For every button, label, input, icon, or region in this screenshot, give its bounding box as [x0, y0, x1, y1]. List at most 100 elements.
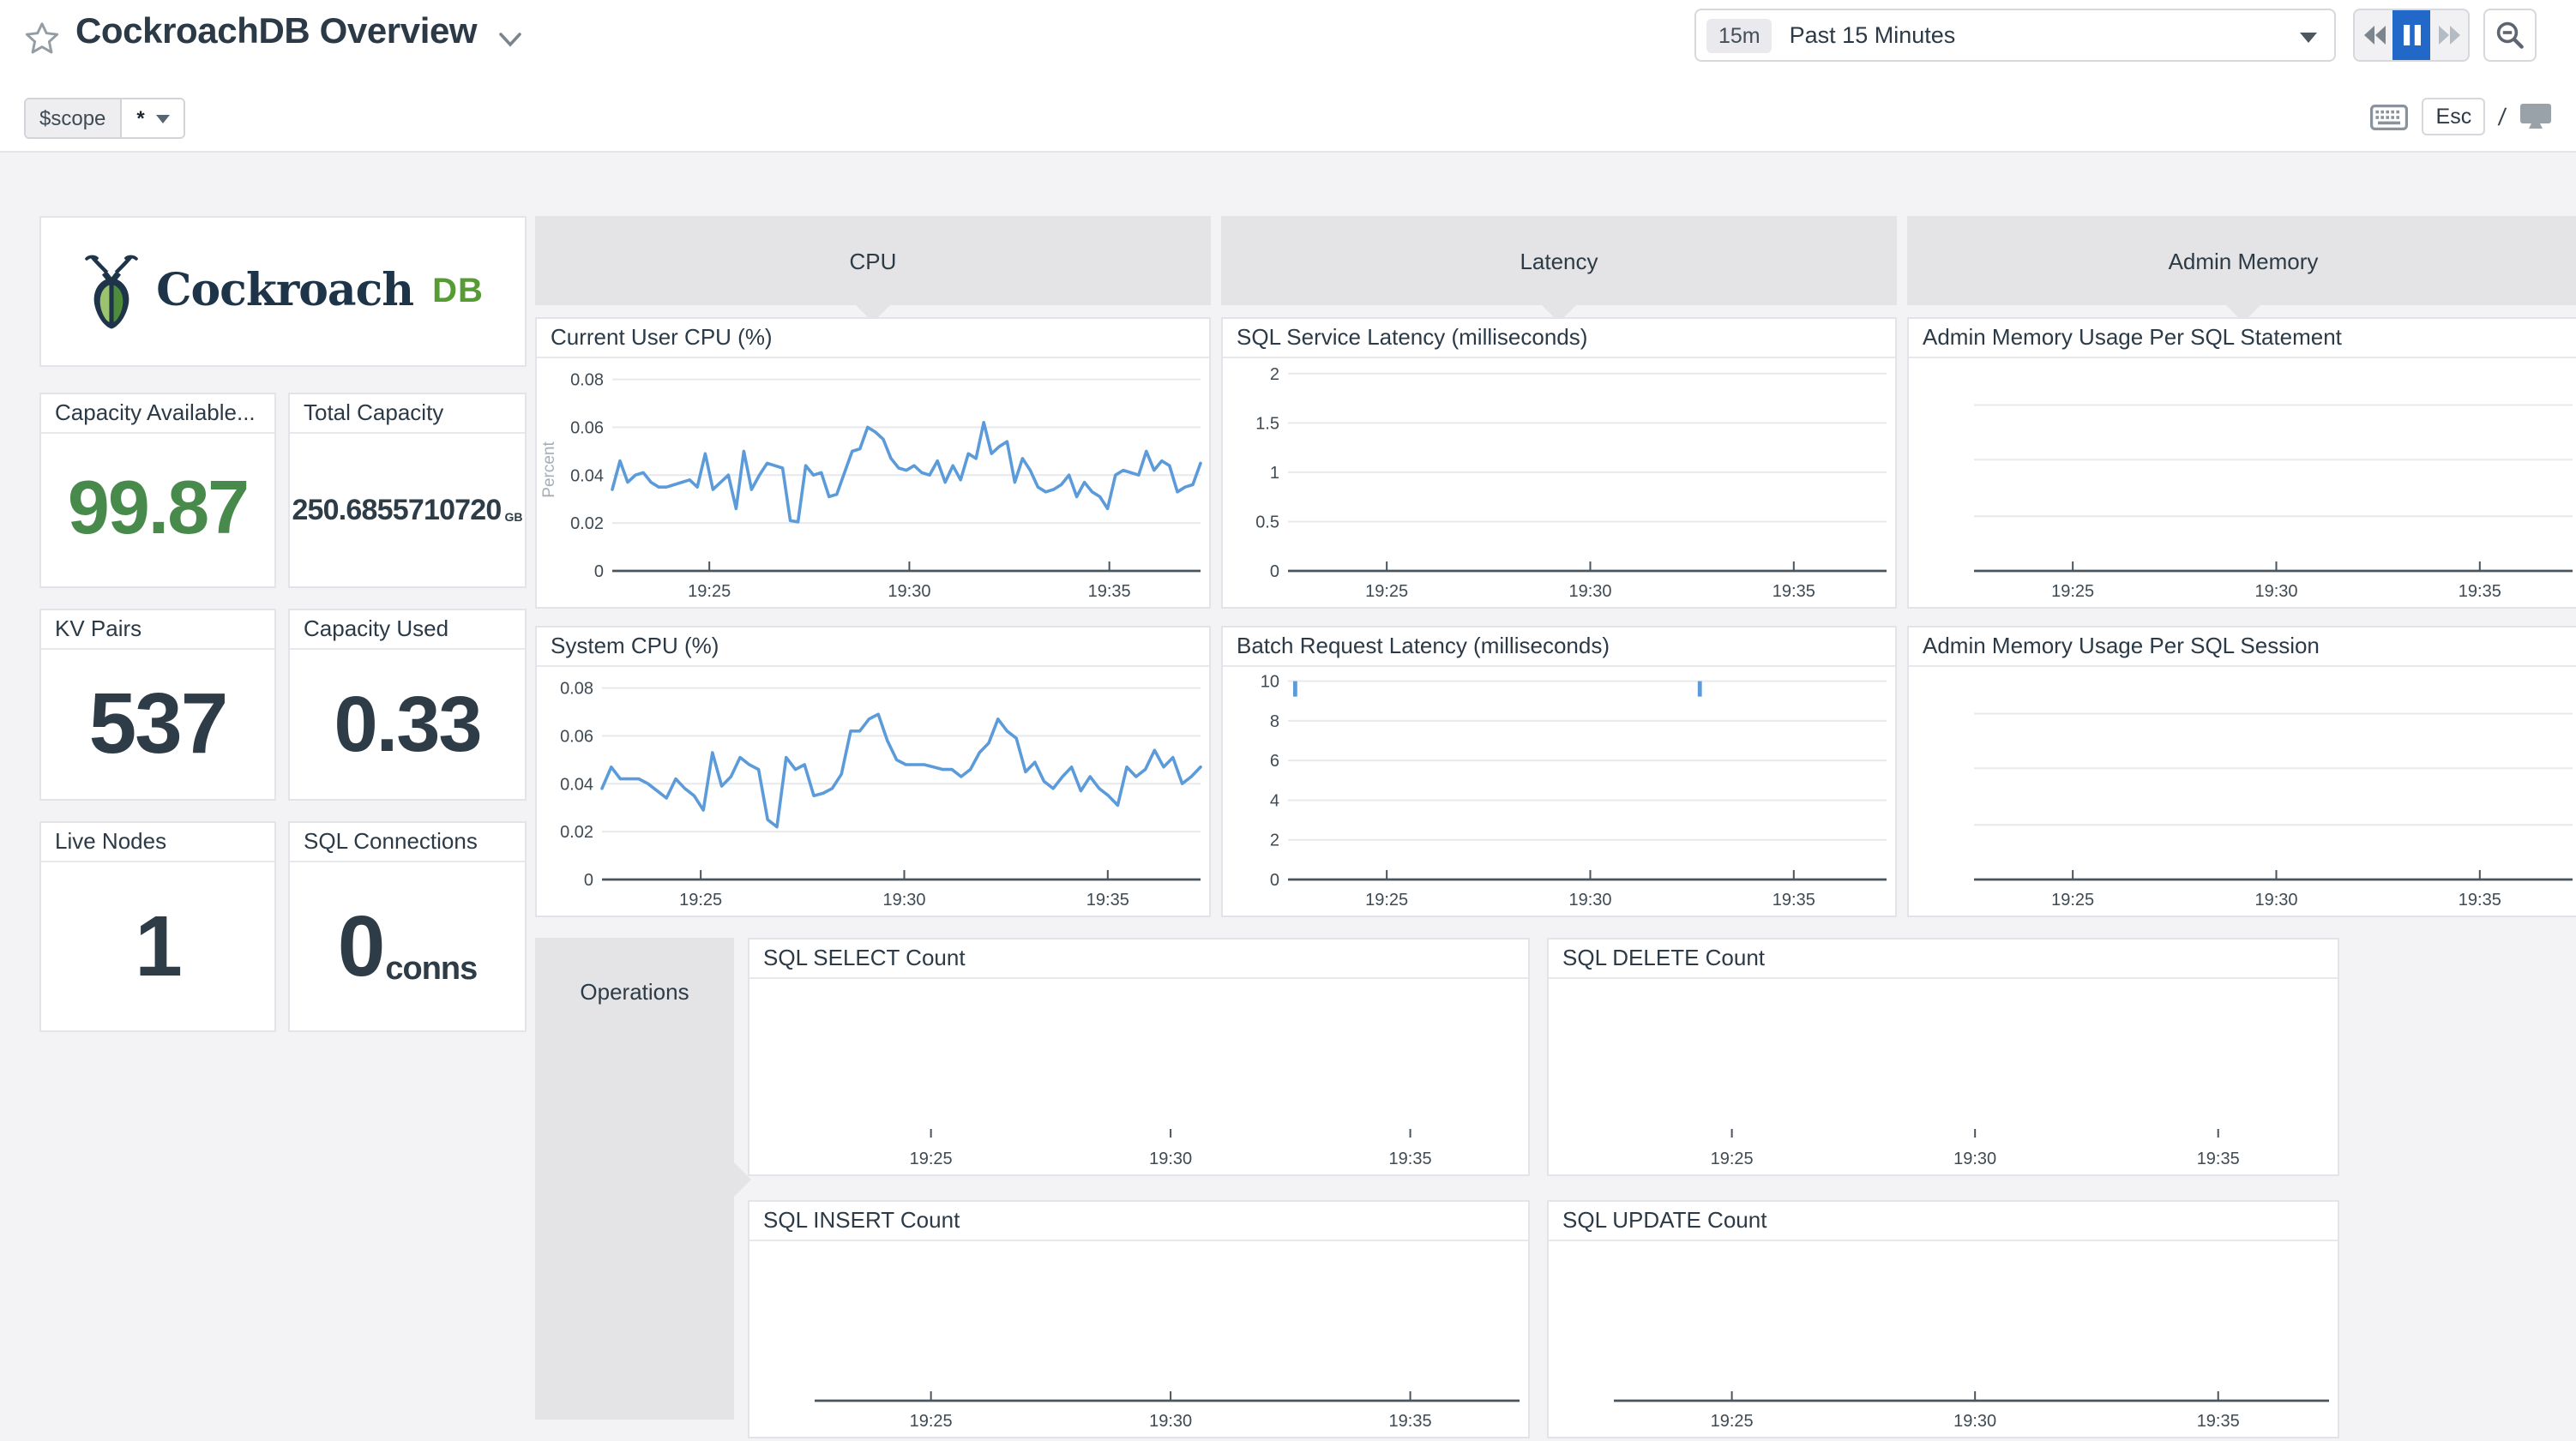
chart-plot-current-user-cpu[interactable]: 0 0.02 0.04 0.06 0.08 19:25 19:30 19:35 Percent [537, 357, 1209, 607]
stat-card-kv-pairs: KV Pairs 537 [39, 609, 276, 801]
chart-title: Admin Memory Usage Per SQL Session [1909, 627, 2576, 667]
svg-text:19:30: 19:30 [1953, 1412, 1996, 1431]
stat-value: 0 [337, 898, 386, 994]
group-banner-admin-memory[interactable]: Admin Memory [1907, 216, 2576, 322]
pause-button[interactable] [2392, 10, 2430, 60]
scope-value-select[interactable]: * [121, 99, 184, 137]
svg-text:0: 0 [584, 871, 593, 890]
time-range-picker[interactable]: 15m Past 15 Minutes [1694, 9, 2336, 62]
chart-card-sql-delete-count: SQL DELETE Count 19:25 19:30 19:35 [1547, 938, 2339, 1176]
svg-text:6: 6 [1270, 752, 1279, 771]
tv-mode-icon[interactable] [2519, 103, 2552, 130]
svg-text:10: 10 [1261, 673, 1279, 692]
chart-plot-admin-memory-session[interactable]: 19:25 19:30 19:35 [1909, 665, 2576, 916]
stat-label: Total Capacity [290, 394, 525, 434]
shortcut-row: Esc / [2370, 98, 2552, 135]
svg-text:19:35: 19:35 [2459, 582, 2501, 601]
esc-key-button[interactable]: Esc [2422, 98, 2486, 135]
svg-text:19:25: 19:25 [910, 1412, 953, 1431]
stat-value: 250.6855710720 [292, 493, 502, 525]
svg-text:19:35: 19:35 [2197, 1412, 2240, 1431]
title-chevron-down-icon[interactable] [497, 31, 523, 48]
dashboard-canvas: Cockroach DB Capacity Available... 99.87… [0, 151, 2576, 1441]
scope-name: $scope [26, 99, 122, 137]
stat-label: Capacity Available... [41, 394, 274, 434]
chart-card-admin-memory-statement: Admin Memory Usage Per SQL Statement 19:… [1907, 317, 2576, 609]
svg-text:Percent: Percent [540, 441, 558, 498]
svg-text:19:30: 19:30 [1149, 1150, 1192, 1168]
stat-card-total-capacity: Total Capacity 250.6855710720 GB [288, 393, 527, 588]
svg-text:19:35: 19:35 [1773, 891, 1815, 910]
svg-text:19:25: 19:25 [679, 891, 722, 910]
forward-button[interactable] [2430, 10, 2468, 60]
svg-text:19:35: 19:35 [1088, 582, 1131, 601]
svg-text:19:25: 19:25 [910, 1150, 953, 1168]
playback-controls [2353, 9, 2470, 62]
svg-text:19:30: 19:30 [2254, 891, 2297, 910]
chart-plot-system-cpu[interactable]: 0 0.02 0.04 0.06 0.08 19:25 19:30 19:35 [537, 665, 1209, 916]
chart-plot-sql-service-latency[interactable]: 0 0.5 1 1.5 2 19:25 19:30 19:35 [1223, 357, 1895, 607]
svg-text:19:30: 19:30 [888, 582, 930, 601]
group-panel-label: Operations [580, 979, 689, 1005]
group-banner-label: Admin Memory [2168, 248, 2319, 273]
slash-separator: / [2496, 103, 2508, 130]
chart-card-batch-request-latency: Batch Request Latency (milliseconds) 0 2 4… [1221, 626, 1897, 917]
stat-value: 0.33 [334, 679, 482, 768]
chart-title: SQL INSERT Count [749, 1202, 1528, 1241]
svg-text:0.08: 0.08 [570, 371, 604, 390]
fast-forward-icon [2438, 26, 2459, 45]
chart-plot-sql-update-count[interactable]: 19:25 19:30 19:35 [1549, 1240, 2338, 1437]
chart-title: SQL UPDATE Count [1549, 1202, 2338, 1241]
svg-text:2: 2 [1270, 365, 1279, 384]
svg-text:0.5: 0.5 [1255, 513, 1279, 531]
chart-plot-sql-select-count[interactable]: 19:25 19:30 19:35 [749, 977, 1528, 1174]
group-banner-latency[interactable]: Latency [1221, 216, 1897, 322]
svg-text:19:25: 19:25 [2051, 891, 2094, 910]
stat-unit: conns [385, 951, 478, 987]
rewind-icon [2363, 26, 2385, 45]
favorite-star-icon[interactable] [24, 21, 60, 57]
chart-title: SQL SELECT Count [749, 940, 1528, 979]
svg-text:19:30: 19:30 [882, 891, 925, 910]
svg-text:0.06: 0.06 [560, 727, 593, 746]
keyboard-icon[interactable] [2370, 104, 2409, 129]
group-banner-label: CPU [849, 248, 897, 273]
stat-label: SQL Connections [290, 823, 525, 862]
stat-label: KV Pairs [41, 610, 274, 650]
svg-text:19:25: 19:25 [2051, 582, 2094, 601]
svg-text:0.04: 0.04 [560, 775, 593, 794]
svg-text:4: 4 [1270, 791, 1279, 810]
svg-text:0.02: 0.02 [570, 514, 604, 533]
zoom-out-button[interactable] [2483, 9, 2537, 62]
chart-title: Batch Request Latency (milliseconds) [1223, 627, 1895, 667]
logo-word: Cockroach [156, 266, 414, 317]
chart-title: System CPU (%) [537, 627, 1209, 667]
rewind-button[interactable] [2355, 10, 2392, 60]
svg-text:19:30: 19:30 [1149, 1412, 1192, 1431]
chart-card-sql-select-count: SQL SELECT Count 19:25 19:30 19:35 [748, 938, 1530, 1176]
stat-value: 99.87 [67, 466, 250, 550]
stat-value: 1 [135, 898, 183, 994]
chart-title: SQL Service Latency (milliseconds) [1223, 319, 1895, 358]
svg-text:0: 0 [594, 562, 604, 581]
chart-plot-batch-request-latency[interactable]: 0 2 4 6 8 10 19:25 19:30 19:35 [1223, 665, 1895, 916]
time-range-caret-icon [2300, 33, 2317, 43]
svg-text:0.06: 0.06 [570, 418, 604, 437]
group-panel-operations[interactable]: Operations [535, 938, 751, 1420]
group-banner-cpu[interactable]: CPU [535, 216, 1211, 322]
stat-card-sql-connections: SQL Connections 0 conns [288, 821, 527, 1032]
template-variable-scope[interactable]: $scope * [24, 98, 186, 139]
chart-plot-admin-memory-statement[interactable]: 19:25 19:30 19:35 [1909, 357, 2576, 607]
pause-icon [2403, 25, 2420, 45]
svg-text:1: 1 [1270, 464, 1279, 483]
chart-plot-sql-insert-count[interactable]: 19:25 19:30 19:35 [749, 1240, 1528, 1437]
chart-title: Current User CPU (%) [537, 319, 1209, 358]
scope-caret-icon [156, 114, 171, 123]
time-range-label: Past 15 Minutes [1789, 22, 1956, 48]
svg-text:19:25: 19:25 [1365, 891, 1408, 910]
svg-text:0: 0 [1270, 871, 1279, 890]
chart-plot-sql-delete-count[interactable]: 19:25 19:30 19:35 [1549, 977, 2338, 1174]
stat-card-capacity-used: Capacity Used 0.33 [288, 609, 527, 801]
scope-value: * [136, 106, 145, 130]
